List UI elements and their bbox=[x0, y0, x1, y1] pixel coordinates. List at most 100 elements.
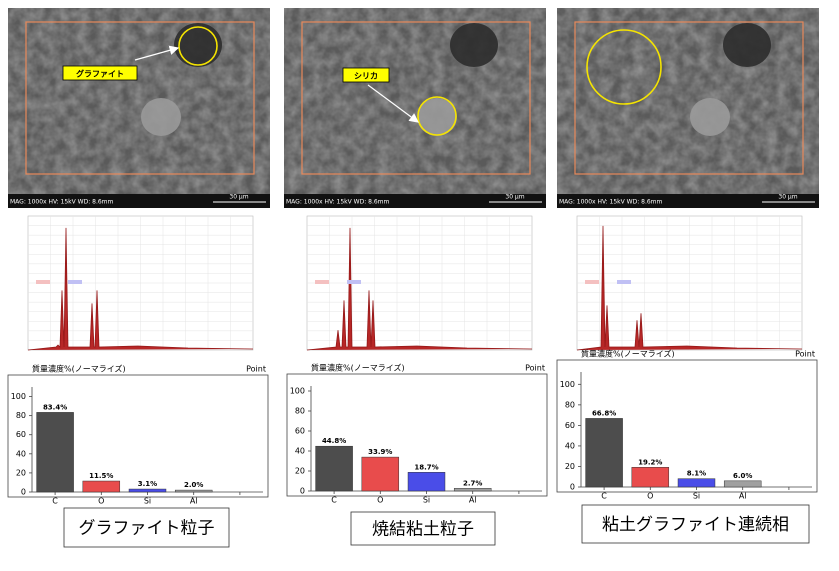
x-tick-label: Si bbox=[423, 496, 430, 505]
info-bar bbox=[8, 194, 270, 208]
spectrum-trace bbox=[576, 225, 803, 351]
annotation: シリカ bbox=[354, 72, 378, 81]
x-tick-label: Al bbox=[739, 492, 747, 501]
x-tick-label: O bbox=[98, 497, 104, 506]
peak-tag bbox=[347, 280, 361, 284]
sem-info: MAG: 1000x HV: 15kV WD: 8.6mm bbox=[286, 199, 390, 206]
annotation-arrow bbox=[367, 84, 419, 123]
label-box bbox=[63, 507, 230, 548]
value-label: 18.7% bbox=[414, 463, 438, 471]
roi-frame bbox=[574, 21, 804, 175]
value-label: 6.0% bbox=[733, 472, 752, 480]
x-tick-label: C bbox=[331, 496, 337, 505]
annotation-arrow bbox=[134, 45, 180, 61]
bar bbox=[631, 467, 670, 488]
label-box bbox=[581, 504, 810, 544]
bar bbox=[361, 456, 400, 492]
analysis-circle bbox=[586, 29, 662, 105]
bar bbox=[82, 480, 121, 493]
x-tick-label: Si bbox=[693, 492, 700, 501]
sem-info: MAG: 1000x HV: 15kV WD: 8.6mm bbox=[559, 199, 663, 206]
bar bbox=[723, 480, 762, 488]
sem-texture bbox=[8, 8, 270, 208]
value-label: 19.2% bbox=[638, 458, 662, 466]
dark-particle bbox=[174, 23, 222, 67]
y-tick-label: 0 bbox=[570, 483, 575, 492]
annotation-box bbox=[342, 67, 390, 83]
x-tick-label: C bbox=[52, 497, 58, 506]
y-tick-label: 100 bbox=[11, 392, 26, 401]
y-tick-label: 100 bbox=[560, 380, 575, 389]
grey-particle bbox=[690, 98, 730, 136]
mode-label: Point bbox=[246, 365, 266, 374]
sem-texture bbox=[284, 8, 546, 208]
y-tick-label: 20 bbox=[295, 467, 305, 476]
sem-texture bbox=[557, 8, 819, 208]
chart-title: 質量濃度%(ノーマライズ) bbox=[581, 349, 675, 359]
bar bbox=[585, 418, 623, 488]
x-tick-label: Si bbox=[144, 497, 151, 506]
bar bbox=[174, 489, 213, 493]
dark-particle bbox=[450, 23, 498, 67]
bar bbox=[453, 488, 492, 492]
bar bbox=[315, 445, 353, 492]
value-label: 2.7% bbox=[463, 479, 482, 487]
spectrum-trace bbox=[306, 227, 533, 351]
bar bbox=[677, 478, 716, 488]
spectrum-trace bbox=[27, 227, 254, 351]
y-tick-label: 20 bbox=[565, 462, 575, 471]
info-bar bbox=[284, 194, 546, 208]
y-tick-label: 40 bbox=[16, 449, 26, 458]
panel-label: 粘土グラファイト連続相 bbox=[602, 515, 789, 535]
value-label: 11.5% bbox=[89, 472, 113, 480]
value-label: 33.9% bbox=[368, 448, 392, 456]
value-label: 83.4% bbox=[43, 403, 67, 411]
label-box bbox=[350, 511, 496, 546]
x-tick-label: Al bbox=[190, 497, 198, 506]
grey-particle bbox=[141, 98, 181, 136]
panel-label: 焼結粘土粒子 bbox=[372, 520, 474, 540]
y-tick-label: 0 bbox=[300, 487, 305, 496]
chart-title: 質量濃度%(ノーマライズ) bbox=[32, 364, 126, 374]
bar bbox=[36, 412, 74, 493]
dark-particle bbox=[723, 23, 771, 67]
peak-tag bbox=[68, 280, 82, 284]
sem-info: MAG: 1000x HV: 15kV WD: 8.6mm bbox=[10, 199, 114, 206]
y-tick-label: 40 bbox=[295, 447, 305, 456]
x-tick-label: C bbox=[601, 492, 607, 501]
y-tick-label: 60 bbox=[16, 430, 26, 439]
y-tick-label: 0 bbox=[21, 488, 26, 497]
value-label: 66.8% bbox=[592, 409, 616, 417]
value-label: 44.8% bbox=[322, 437, 346, 445]
y-tick-label: 80 bbox=[565, 400, 575, 409]
panel-label: グラファイト粒子 bbox=[79, 519, 215, 539]
y-tick-label: 80 bbox=[16, 411, 26, 420]
y-tick-label: 60 bbox=[565, 421, 575, 430]
value-label: 8.1% bbox=[687, 470, 706, 478]
bar bbox=[407, 472, 446, 492]
y-tick-label: 60 bbox=[295, 427, 305, 436]
roi-frame bbox=[25, 21, 255, 175]
mode-label: Point bbox=[795, 350, 815, 359]
y-tick-label: 80 bbox=[295, 407, 305, 416]
info-bar bbox=[557, 194, 819, 208]
mode-label: Point bbox=[525, 364, 545, 373]
grey-particle bbox=[417, 98, 457, 136]
peak-tag bbox=[36, 280, 50, 284]
y-tick-label: 20 bbox=[16, 468, 26, 477]
y-tick-label: 100 bbox=[290, 387, 305, 396]
chart-title: 質量濃度%(ノーマライズ) bbox=[311, 363, 405, 373]
roi-frame bbox=[301, 21, 531, 175]
x-tick-label: Al bbox=[469, 496, 477, 505]
peak-tag bbox=[315, 280, 329, 284]
x-tick-label: O bbox=[647, 492, 653, 501]
peak-tag bbox=[617, 280, 631, 284]
y-tick-label: 40 bbox=[565, 441, 575, 450]
scale-label: 30 µm bbox=[229, 194, 248, 201]
annotation: グラファイト bbox=[76, 69, 124, 79]
bar bbox=[128, 488, 167, 493]
value-label: 3.1% bbox=[138, 480, 157, 488]
value-label: 2.0% bbox=[184, 481, 203, 489]
